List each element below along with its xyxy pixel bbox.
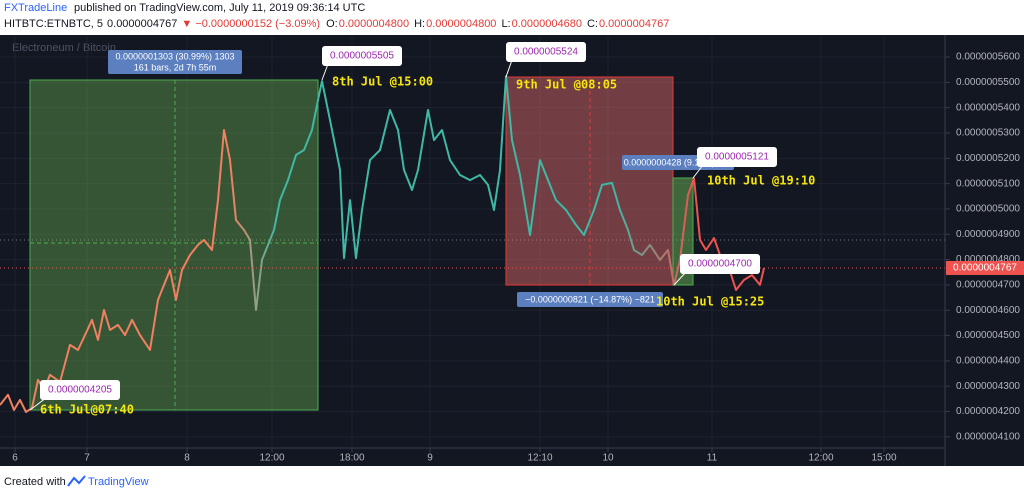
range-text: 0.0000001303 (30.99%) 1303: [115, 51, 234, 61]
header-item: HITBTC:ETNBTC, 5: [4, 18, 103, 30]
callout-box: [322, 46, 402, 66]
y-tick-label: 0.0000004300: [956, 381, 1020, 392]
x-tick-label: 11: [707, 453, 718, 464]
y-tick-label: 0.0000004100: [956, 431, 1020, 442]
current-price-label: 0.0000004767: [953, 263, 1017, 274]
published: published on TradingView.com, July 11, 2…: [74, 2, 365, 14]
callout-box: [697, 147, 777, 167]
price-axis: [945, 35, 1024, 466]
callout-price: 0.0000005524: [514, 47, 578, 58]
callout-price: 0.0000005505: [330, 51, 394, 62]
price-line: [0, 75, 765, 413]
callout-pointer: [321, 63, 329, 81]
y-tick-label: 0.0000004600: [956, 305, 1020, 316]
x-tick-label: 9: [427, 453, 433, 464]
callouts: 0.0000004205 6th Jul@07:40 0.0000005505 8th…: [29, 42, 815, 417]
y-tick-label: 0.0000005600: [956, 52, 1020, 63]
callout-date: 10th Jul @19:10: [707, 174, 815, 188]
header-item: L:: [501, 18, 510, 30]
y-tick-label: 0.0000004900: [956, 229, 1020, 240]
callout-price: 0.0000004205: [48, 385, 112, 396]
y-tick-label: 0.0000004400: [956, 356, 1020, 367]
callout-date: 10th Jul @15:25: [656, 295, 764, 309]
y-tick-label: 0.0000005100: [956, 178, 1020, 189]
chart-bg: [0, 35, 1024, 466]
y-tick-label: 0.0000005400: [956, 102, 1020, 113]
header-item: 0.0000004767: [599, 18, 669, 30]
range-text: 0.0000000428 (9.11%) 428: [624, 157, 732, 167]
header-item: ▼ −0.0000000152 (−3.09%): [181, 18, 320, 30]
range-text: −0.0000000821 (−14.87%) −821: [525, 294, 655, 304]
range-text: 161 bars, 2d 7h 55m: [134, 62, 217, 72]
y-tick-label: 0.0000004800: [956, 254, 1020, 265]
x-tick-label: 15:00: [871, 453, 896, 464]
callout-box: [506, 42, 586, 62]
x-tick-label: 12:00: [808, 453, 833, 464]
header-item: 0.0000004767: [107, 18, 177, 30]
callout-pointer: [505, 59, 513, 78]
callout-date: 9th Jul @08:05: [516, 78, 617, 92]
y-tick-label: 0.0000004700: [956, 280, 1020, 291]
x-tick-label: 18:00: [339, 453, 364, 464]
header-item: 0.0000004800: [426, 18, 496, 30]
x-tick-label: 7: [84, 453, 90, 464]
footer-text: Created with: [4, 476, 66, 488]
axes: 0.0000004100 0.0000004200 0.0000004300 0.00…: [12, 52, 1024, 464]
y-tick-label: 0.0000005500: [956, 77, 1020, 88]
y-tick-label: 0.0000004500: [956, 330, 1020, 341]
grid: [0, 35, 945, 448]
x-tick-label: 12:10: [527, 453, 552, 464]
header-item: C:: [587, 18, 598, 30]
callout-pointer: [673, 271, 687, 286]
x-tick-label: 8: [184, 453, 190, 464]
range-label: [517, 292, 663, 307]
header-item: O:: [326, 18, 338, 30]
y-tick-label: 0.0000004200: [956, 406, 1020, 417]
range-label: [108, 50, 242, 74]
header-item: 0.0000004680: [512, 18, 582, 30]
brand-logo: [67, 475, 86, 487]
range-box: [29, 79, 319, 411]
y-tick-label: 0.0000005000: [956, 204, 1020, 215]
header-item: H:: [414, 18, 425, 30]
current-price-tag: [946, 260, 1024, 275]
callout-date: 8th Jul @15:00: [332, 75, 433, 89]
x-tick-label: 10: [602, 453, 614, 464]
footer-brand[interactable]: TradingView: [88, 476, 149, 488]
y-tick-label: 0.0000005300: [956, 128, 1020, 139]
callout-date: 6th Jul@07:40: [40, 403, 134, 417]
callout-price: 0.0000004700: [688, 259, 752, 270]
x-tick-label: 12:00: [259, 453, 284, 464]
author[interactable]: FXTradeLine: [4, 2, 67, 14]
callout-price: 0.0000005121: [705, 152, 769, 163]
y-tick-label: 0.0000005200: [956, 153, 1020, 164]
callout-pointer: [692, 164, 704, 179]
header-item: 0.0000004800: [339, 18, 409, 30]
symbol-line: HITBTC:ETNBTC, 5 0.0000004767 ▼ −0.0000000…: [4, 18, 669, 30]
watermark: Electroneum / Bitcoin: [12, 42, 116, 54]
callout-box: [40, 380, 120, 400]
callout-box: [680, 254, 760, 274]
plot: [0, 75, 945, 413]
x-tick-label: 6: [12, 453, 18, 464]
